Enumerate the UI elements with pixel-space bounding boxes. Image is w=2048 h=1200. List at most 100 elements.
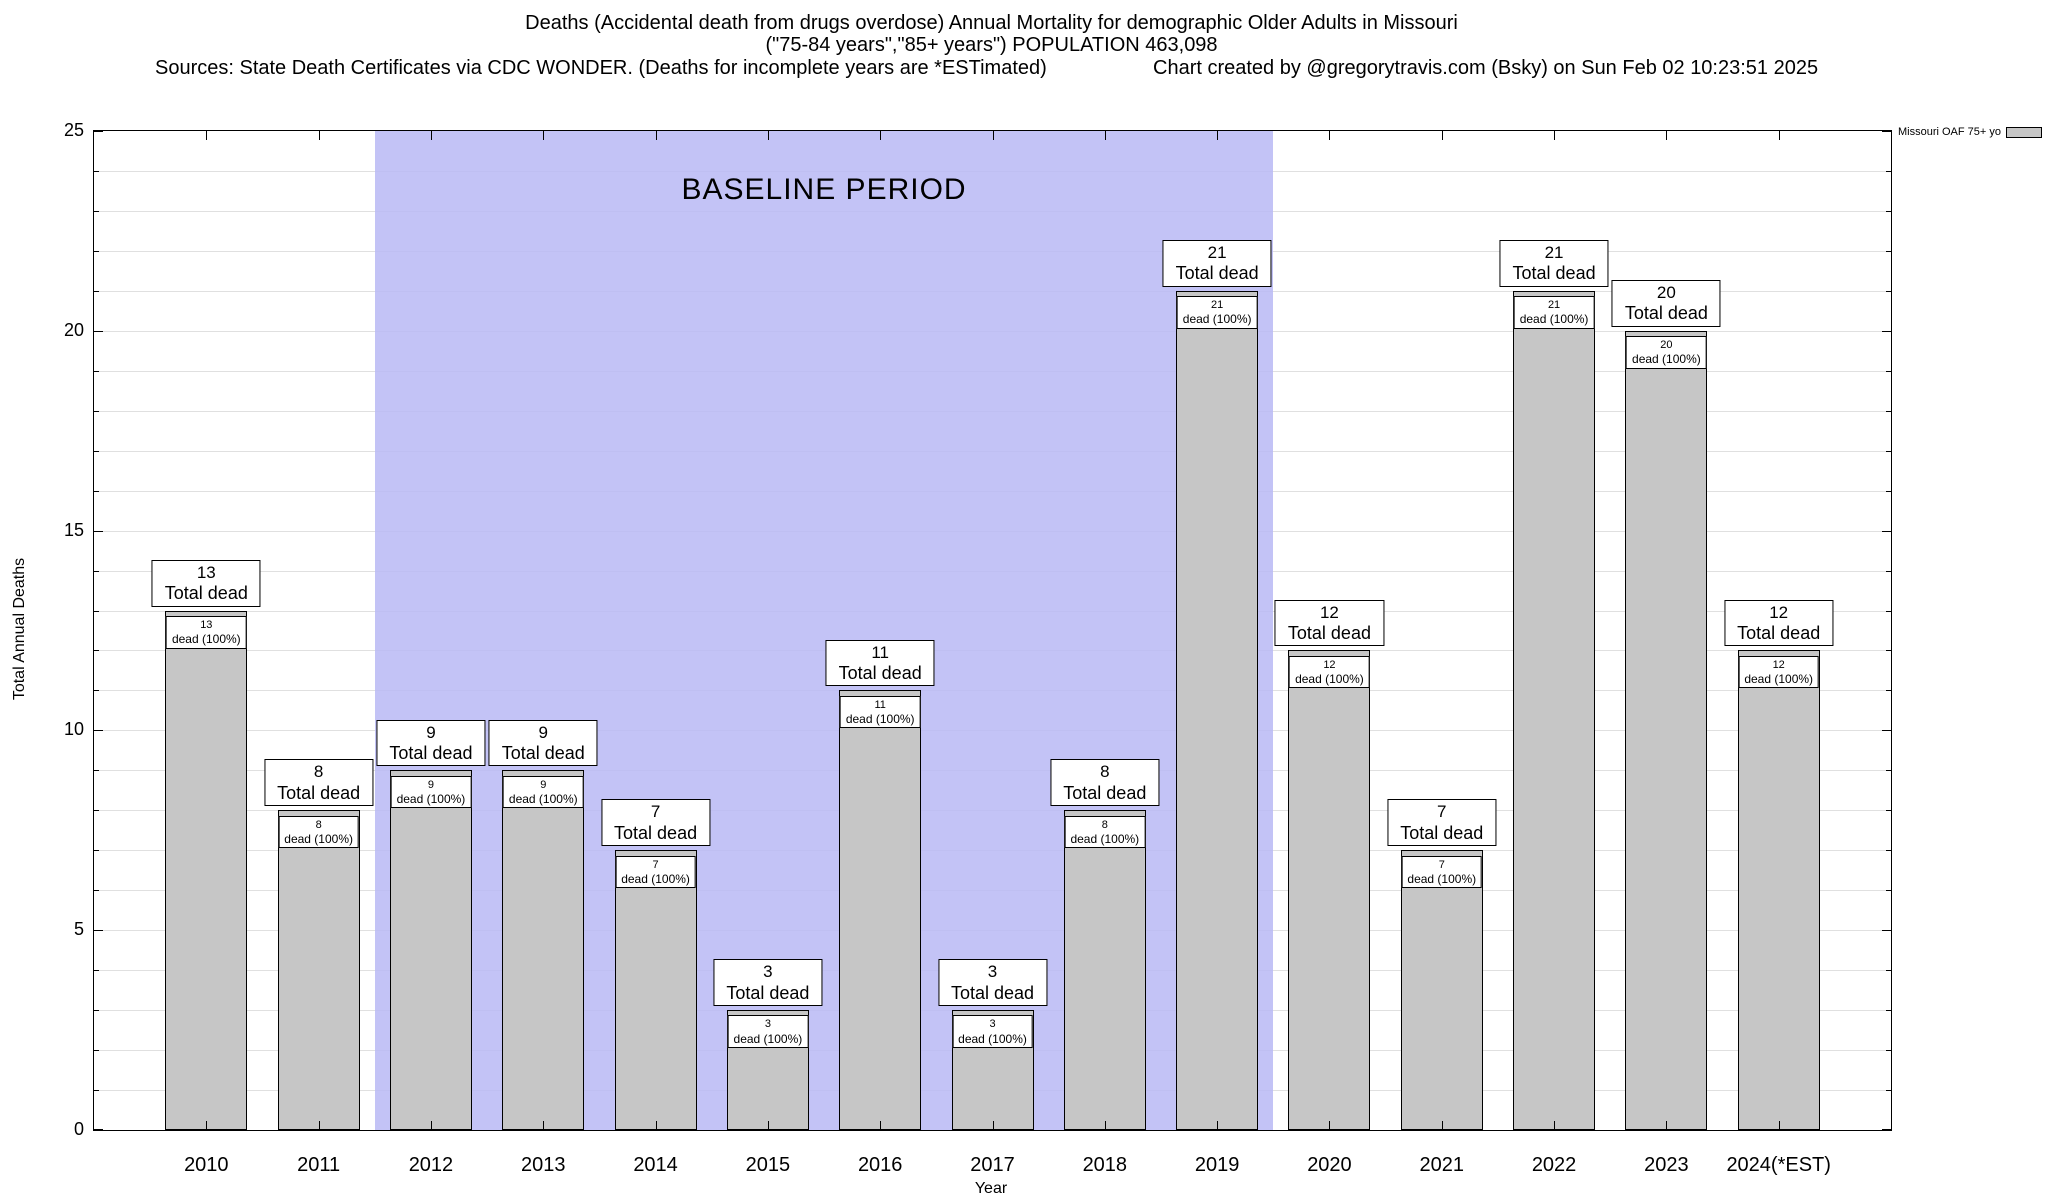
y-tick-right [1882,1129,1891,1130]
y-tick-right [1886,970,1891,972]
y-tick-label-5: 5 [73,919,84,940]
x-tick-label-2024(*EST): 2024(*EST) [1726,1154,1831,1176]
chart-title: Deaths (Accidental death from drugs over… [525,12,1458,34]
x-tick-top [880,131,882,140]
bar-inner-label-2017: 3 dead (100%) [952,1015,1033,1049]
y-tick-left [94,290,99,292]
y-tick-left [94,730,103,732]
bar-inner-label-2024(*EST): 12 dead (100%) [1738,655,1820,689]
y-tick-label-25: 25 [63,120,84,140]
x-axis-title: Year [974,1180,1008,1197]
x-tick-top [655,131,657,140]
bar-value: 7 [650,802,661,822]
bar-value: 9 [538,722,548,742]
plot-area: BASELINE PERIOD 13 Total dead 13 dead (100%)… [64,120,1892,1176]
x-tick-top [206,131,208,140]
chart-sources: Sources: State Death Certificates via CD… [155,57,1047,79]
bar-inner-caption: dead (100%) [396,791,466,806]
bar-2010 [165,610,248,1130]
bar-value: 21 [1544,243,1564,262]
x-tick-top [543,131,545,140]
x-tick-label-2011: 2011 [297,1154,341,1176]
x-tick-top [1441,131,1443,140]
bar-inner-value: 9 [427,778,434,791]
bar-inner-label-2012: 9 dead (100%) [390,775,472,809]
bar-value-caption: Total dead [1063,782,1147,803]
bar-callout-2016: 11 Total dead [825,639,935,687]
y-tick-label-15: 15 [63,519,84,540]
y-tick-left [94,1129,103,1130]
x-tick-label-2020: 2020 [1307,1154,1352,1176]
y-tick-right [1882,530,1891,532]
y-tick-left [94,450,99,452]
bar-2012 [389,770,472,1130]
bar-inner-label-2023: 20 dead (100%) [1626,336,1707,369]
y-tick-left [94,850,99,852]
x-tick-label-2012: 2012 [408,1154,454,1176]
bar-value: 3 [763,962,773,982]
bar-callout-2024(*EST): 12 Total dead [1724,599,1834,647]
baseline-region-label: BASELINE PERIOD [681,173,967,206]
y-tick-left [94,650,99,652]
y-tick-left [94,330,103,332]
x-tick-label-2016: 2016 [857,1154,903,1176]
bar-2016 [839,690,922,1130]
bar-inner-caption: dead (100%) [508,791,578,806]
bar-inner-caption: dead (100%) [1407,871,1477,886]
y-tick-right [1886,850,1891,852]
bar-callout-2021: 7 Total dead [1387,799,1497,847]
y-tick-right [1886,1010,1891,1012]
y-tick-right [1886,890,1891,892]
x-tick-top [1329,131,1331,140]
bar-value: 12 [1319,602,1339,622]
bar-inner-label-2019: 21 dead (100%) [1176,296,1258,329]
x-tick-top [992,131,994,140]
bar-value: 8 [313,762,324,782]
y-tick-left [94,131,103,132]
bar-value-caption: Total dead [726,982,810,1003]
bar-callout-2012: 9 Total dead [376,719,486,767]
bar-inner-value: 20 [1660,339,1673,352]
bar-callout-2023: 20 Total dead [1611,279,1721,327]
bar-2011 [277,810,360,1130]
bar-2022 [1513,290,1596,1130]
bar-value: 12 [1769,602,1789,622]
bar-inner-label-2020: 12 dead (100%) [1289,655,1370,689]
x-tick-top [1666,131,1668,140]
x-tick-bottom [1778,1121,1780,1130]
bar-inner-label-2021: 7 dead (100%) [1401,855,1483,889]
bar-inner-label-2013: 9 dead (100%) [502,775,584,809]
y-tick-right [1882,730,1891,732]
legend-label: Missouri OAF 75+ yo [1897,126,2001,138]
bar-value: 20 [1656,282,1676,302]
bar-value: 13 [196,562,216,582]
y-tick-left [94,370,99,372]
x-tick-top [1554,131,1556,140]
y-tick-right [1886,210,1891,212]
bar-2014 [614,850,697,1130]
bar-inner-value: 7 [652,858,659,871]
x-tick-top [318,131,320,140]
y-tick-right [1886,250,1891,252]
bar-inner-label-2022: 21 dead (100%) [1513,296,1595,329]
bar-callout-2011: 8 Total dead [264,759,374,807]
x-tick-bottom [543,1121,545,1130]
bar-value: 11 [871,642,890,662]
bar-2013 [502,770,585,1130]
y-tick-right [1886,410,1891,412]
y-tick-right [1882,930,1891,932]
y-tick-left [94,610,99,612]
bar-value-caption: Total dead [164,582,248,603]
bar-inner-value: 8 [315,818,322,831]
bar-value-caption: Total dead [1624,303,1708,324]
bar-inner-caption: dead (100%) [1070,831,1140,846]
y-tick-left [94,170,99,172]
x-tick-label-2014: 2014 [633,1154,678,1176]
bar-inner-label-2011: 8 dead (100%) [278,815,359,849]
bar-callout-2022: 21 Total dead [1499,240,1609,287]
y-tick-right [1886,290,1891,292]
bar-inner-caption: dead (100%) [1519,312,1589,327]
bar-value-caption: Total dead [501,742,585,763]
x-tick-bottom [1554,1121,1556,1130]
